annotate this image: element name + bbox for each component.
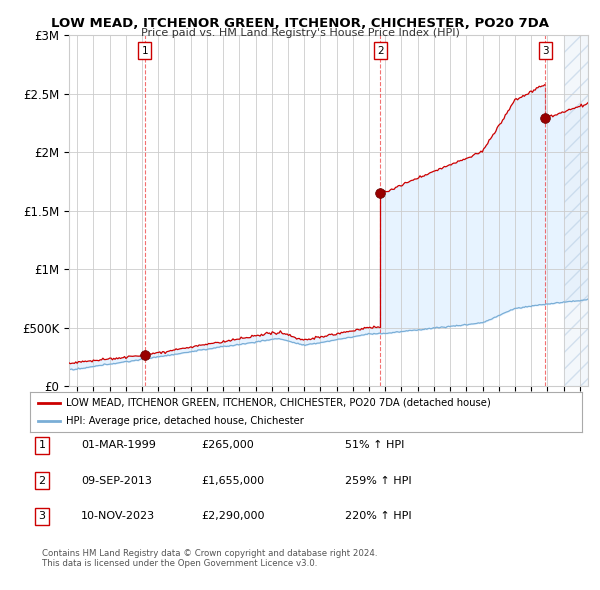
Text: LOW MEAD, ITCHENOR GREEN, ITCHENOR, CHICHESTER, PO20 7DA: LOW MEAD, ITCHENOR GREEN, ITCHENOR, CHIC…	[51, 17, 549, 30]
Text: 220% ↑ HPI: 220% ↑ HPI	[345, 512, 412, 521]
Text: 3: 3	[38, 512, 46, 521]
Bar	[563, 35, 588, 386]
Text: 2: 2	[38, 476, 46, 486]
Text: 3: 3	[542, 45, 548, 55]
Text: This data is licensed under the Open Government Licence v3.0.: This data is licensed under the Open Gov…	[42, 559, 317, 568]
Bar	[563, 35, 588, 386]
Text: 259% ↑ HPI: 259% ↑ HPI	[345, 476, 412, 486]
Text: HPI: Average price, detached house, Chichester: HPI: Average price, detached house, Chic…	[66, 416, 304, 426]
Text: 1: 1	[142, 45, 148, 55]
Text: 1: 1	[38, 441, 46, 450]
Text: 09-SEP-2013: 09-SEP-2013	[81, 476, 152, 486]
Text: LOW MEAD, ITCHENOR GREEN, ITCHENOR, CHICHESTER, PO20 7DA (detached house): LOW MEAD, ITCHENOR GREEN, ITCHENOR, CHIC…	[66, 398, 491, 408]
Text: £1,655,000: £1,655,000	[201, 476, 264, 486]
Text: 2: 2	[377, 45, 383, 55]
Text: 10-NOV-2023: 10-NOV-2023	[81, 512, 155, 521]
Text: Price paid vs. HM Land Registry's House Price Index (HPI): Price paid vs. HM Land Registry's House …	[140, 28, 460, 38]
Text: £2,290,000: £2,290,000	[201, 512, 265, 521]
Text: 01-MAR-1999: 01-MAR-1999	[81, 441, 156, 450]
Text: Contains HM Land Registry data © Crown copyright and database right 2024.: Contains HM Land Registry data © Crown c…	[42, 549, 377, 558]
Text: £265,000: £265,000	[201, 441, 254, 450]
Text: 51% ↑ HPI: 51% ↑ HPI	[345, 441, 404, 450]
